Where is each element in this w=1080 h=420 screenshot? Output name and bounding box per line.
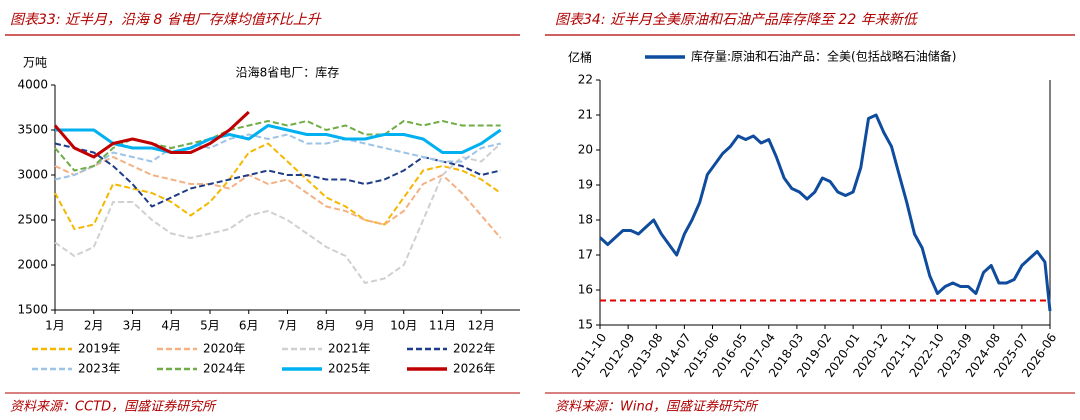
- series-line: [54, 156, 502, 239]
- y-tick-label: 1500: [17, 303, 48, 317]
- y-tick-label: 16: [578, 283, 593, 297]
- y-tick-label: 2000: [17, 258, 48, 272]
- x-tick-label: 10月: [390, 319, 417, 333]
- heading: 图表34: 近半月全美原油和石油产品库存降至 22 年来新低: [555, 12, 919, 28]
- x-tick-label: 5月: [200, 319, 220, 333]
- y-tick-label: 20: [578, 143, 593, 157]
- chart-title: 沿海8省电厂：库存: [236, 65, 340, 80]
- legend-label: 2022年: [453, 342, 496, 356]
- source: 资料来源：Wind，国盛证券研究所: [555, 399, 759, 415]
- y-tick-label: 17: [578, 248, 593, 262]
- series-line: [598, 113, 1052, 312]
- x-tick-label: 9月: [355, 319, 375, 333]
- series-line: [54, 133, 501, 181]
- series-line: [54, 142, 502, 284]
- y-tick-label: 19: [578, 178, 593, 192]
- legend-label: 2021年: [328, 342, 371, 356]
- series-line: [54, 142, 502, 230]
- x-tick-label: 4月: [161, 319, 181, 333]
- x-tick-label: 6月: [239, 319, 259, 333]
- y-tick-label: 2500: [17, 213, 48, 227]
- heading: 图表33: 近半月，沿海 8 省电厂存煤均值环比上升: [10, 12, 322, 28]
- x-tick-label: 2月: [84, 319, 104, 333]
- series-line: [55, 124, 502, 154]
- y-axis-label: 亿桶: [568, 50, 592, 65]
- x-tick-label: 8月: [316, 319, 336, 333]
- x-tick-label: 11月: [429, 319, 456, 333]
- legend-label: 2020年: [203, 342, 246, 356]
- x-tick-label: 12月: [468, 319, 495, 333]
- source: 资料来源：CCTD，国盛证券研究所: [10, 399, 217, 415]
- y-tick-label: 21: [578, 108, 593, 122]
- legend-label: 库存量:原油和石油产品：全美(包括战略石油储备): [691, 49, 956, 64]
- y-tick-label: 3000: [17, 168, 48, 182]
- legend-label: 2026年: [453, 362, 496, 376]
- y-axis-label: 万吨: [23, 56, 47, 70]
- y-tick-label: 18: [578, 213, 593, 227]
- x-tick-label: 1月: [45, 319, 65, 333]
- x-tick-label: 7月: [278, 319, 298, 333]
- legend-label: 2024年: [203, 362, 246, 376]
- legend-label: 2025年: [328, 362, 371, 376]
- y-tick-label: 15: [578, 318, 593, 332]
- legend-label: 2023年: [78, 362, 121, 376]
- x-tick-label: 3月: [123, 319, 143, 333]
- legend-label: 2019年: [78, 342, 121, 356]
- series-line: [53, 110, 250, 159]
- y-tick-label: 3500: [17, 123, 48, 137]
- y-tick-label: 22: [578, 73, 593, 87]
- y-tick-label: 4000: [17, 78, 48, 92]
